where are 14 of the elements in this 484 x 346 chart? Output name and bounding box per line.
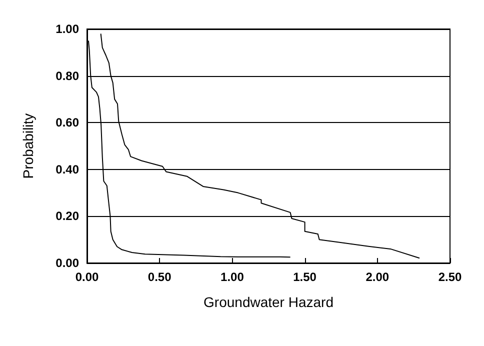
y-tick-label: 0.40 [56,162,80,176]
y-axis-title: Probability [20,113,36,179]
y-tick-label: 0.60 [56,116,80,130]
x-tick-label: 0.00 [75,270,99,284]
x-tick-label: 0.50 [148,270,172,284]
x-tick-label: 1.00 [220,270,244,284]
x-tick-label: 2.00 [366,270,390,284]
y-tick-label: 0.20 [56,209,80,224]
x-tick-label: 1.50 [293,270,317,284]
y-tick-label: 0.00 [56,256,80,270]
y-tick-label: 0.80 [56,68,80,83]
x-axis-title: Groundwater Hazard [204,294,334,310]
x-tick-label: 2.50 [438,270,462,284]
y-tick-label: 1.00 [56,22,80,36]
